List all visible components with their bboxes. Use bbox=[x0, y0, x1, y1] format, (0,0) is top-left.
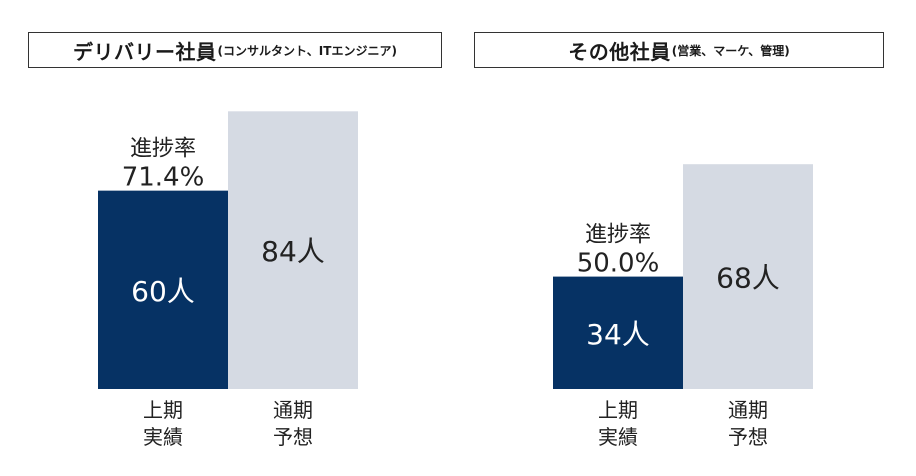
category-label: 予想 bbox=[728, 425, 768, 449]
progress-label: 進捗率 bbox=[585, 223, 651, 248]
chart-title-box: デリバリー社員 (コンサルタント、ITエンジニア) bbox=[28, 32, 442, 68]
bar-value-label: 84人 bbox=[261, 235, 325, 268]
progress-value: 50.0% bbox=[577, 249, 660, 279]
category-label: 上期 bbox=[143, 398, 183, 422]
bar-forecast bbox=[683, 164, 813, 389]
bar-value-label: 68人 bbox=[716, 262, 780, 295]
progress-value: 71.4% bbox=[122, 163, 205, 193]
category-label: 通期 bbox=[273, 398, 313, 422]
bar-actual bbox=[553, 276, 683, 389]
category-label: 実績 bbox=[598, 425, 638, 449]
chart-subtitle: (営業、マーケ、管理) bbox=[671, 43, 790, 58]
category-label: 上期 bbox=[598, 398, 638, 422]
chart-title: その他社員 bbox=[568, 39, 671, 64]
category-label: 実績 bbox=[143, 425, 183, 449]
panel-other: その他社員 (営業、マーケ、管理) 34人上期実績 進捗率 50.0% 68人通期予想 bbox=[458, 0, 916, 476]
chart-subtitle: (コンサルタント、ITエンジニア) bbox=[217, 43, 397, 58]
bar-value-label: 34人 bbox=[586, 318, 650, 351]
chart-title-box: その他社員 (営業、マーケ、管理) bbox=[474, 32, 884, 68]
category-label: 予想 bbox=[273, 425, 313, 449]
category-label: 通期 bbox=[728, 398, 768, 422]
chart-title: デリバリー社員 bbox=[73, 39, 217, 64]
progress-label: 進捗率 bbox=[130, 137, 196, 162]
bar-value-label: 60人 bbox=[131, 275, 195, 308]
panel-delivery: デリバリー社員 (コンサルタント、ITエンジニア) 60人上期実績 進捗率 71.4%… bbox=[28, 32, 442, 449]
bar-forecast bbox=[228, 111, 358, 390]
bar-actual bbox=[98, 190, 228, 389]
